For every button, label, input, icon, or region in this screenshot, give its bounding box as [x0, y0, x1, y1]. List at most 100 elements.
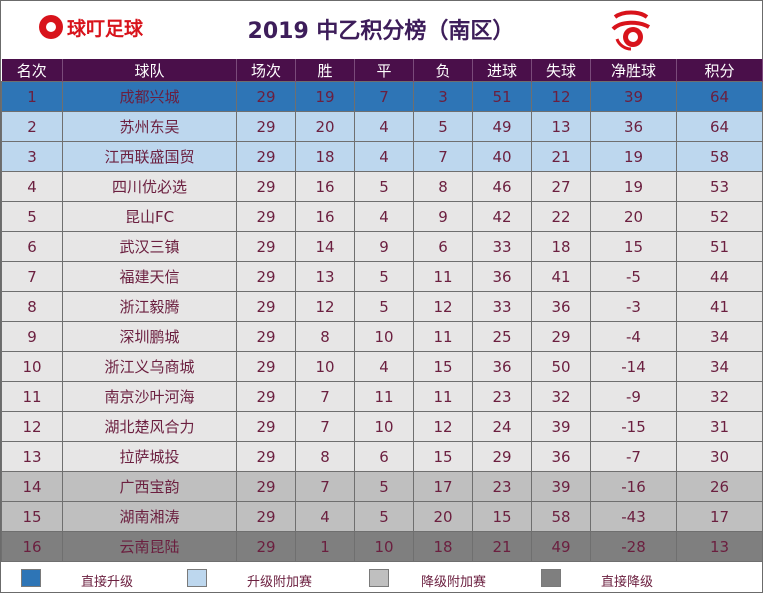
col-header-points: 积分: [676, 59, 763, 82]
league-crest-icon: [611, 10, 651, 51]
table-row: 13 拉萨城投 29 8 6 15 29 36 -7 30: [1, 441, 763, 472]
table-row: 7 福建天信 29 13 5 11 36 41 -5 44: [1, 261, 763, 292]
cell-won: 16: [295, 171, 355, 202]
cell-team: 福建天信: [62, 261, 237, 292]
table-row: 9 深圳鹏城 29 8 10 11 25 29 -4 34: [1, 321, 763, 352]
cell-goals-for: 42: [472, 201, 532, 232]
cell-drawn: 10: [354, 321, 414, 352]
cell-team: 浙江义乌商城: [62, 351, 237, 382]
table-row: 10 浙江义乌商城 29 10 4 15 36 50 -14 34: [1, 351, 763, 382]
cell-drawn: 9: [354, 231, 414, 262]
cell-won: 7: [295, 381, 355, 412]
cell-goal-diff: 39: [590, 81, 677, 112]
cell-won: 10: [295, 351, 355, 382]
cell-goal-diff: -3: [590, 291, 677, 322]
cell-played: 29: [236, 171, 296, 202]
cell-goal-diff: 15: [590, 231, 677, 262]
cell-lost: 20: [413, 501, 473, 532]
col-header-goals-for: 进球: [472, 59, 532, 82]
header: 球叮足球 2019 中乙积分榜（南区）: [1, 1, 762, 59]
cell-drawn: 10: [354, 531, 414, 562]
cell-points: 31: [676, 411, 763, 442]
cell-rank: 8: [1, 291, 63, 322]
cell-goals-against: 39: [531, 471, 591, 502]
cell-goals-against: 18: [531, 231, 591, 262]
cell-goal-diff: -14: [590, 351, 677, 382]
cell-won: 14: [295, 231, 355, 262]
cell-played: 29: [236, 201, 296, 232]
cell-goals-against: 49: [531, 531, 591, 562]
cell-lost: 6: [413, 231, 473, 262]
cell-played: 29: [236, 261, 296, 292]
cell-team: 南京沙叶河海: [62, 381, 237, 412]
cell-played: 29: [236, 501, 296, 532]
cell-played: 29: [236, 411, 296, 442]
legend-swatch: [187, 569, 207, 587]
cell-rank: 7: [1, 261, 63, 292]
cell-team: 武汉三镇: [62, 231, 237, 262]
table-row: 3 江西联盛国贸 29 18 4 7 40 21 19 58: [1, 141, 763, 172]
cell-lost: 15: [413, 441, 473, 472]
cell-rank: 1: [1, 81, 63, 112]
cell-drawn: 4: [354, 111, 414, 142]
cell-goals-for: 46: [472, 171, 532, 202]
cell-team: 云南昆陆: [62, 531, 237, 562]
cell-drawn: 5: [354, 471, 414, 502]
col-header-lost: 负: [413, 59, 473, 82]
cell-goal-diff: 20: [590, 201, 677, 232]
cell-rank: 6: [1, 231, 63, 262]
cell-team: 深圳鹏城: [62, 321, 237, 352]
legend-label: 降级附加赛: [421, 575, 487, 590]
cell-lost: 3: [413, 81, 473, 112]
cell-goals-for: 24: [472, 411, 532, 442]
table-row: 1 成都兴城 29 19 7 3 51 12 39 64: [1, 81, 763, 112]
cell-points: 30: [676, 441, 763, 472]
cell-drawn: 4: [354, 201, 414, 232]
col-header-goals-against: 失球: [531, 59, 591, 82]
cell-rank: 11: [1, 381, 63, 412]
cell-lost: 11: [413, 381, 473, 412]
table-row: 8 浙江毅腾 29 12 5 12 33 36 -3 41: [1, 291, 763, 322]
cell-points: 44: [676, 261, 763, 292]
cell-won: 8: [295, 441, 355, 472]
legend-label: 升级附加赛: [247, 575, 313, 590]
cell-rank: 5: [1, 201, 63, 232]
cell-goals-for: 21: [472, 531, 532, 562]
table-body: 1 成都兴城 29 19 7 3 51 12 39 64 2 苏州东吴 29 20 4 5 49 13 36 64 3 江…: [1, 81, 763, 562]
cell-rank: 2: [1, 111, 63, 142]
cell-team: 广西宝韵: [62, 471, 237, 502]
cell-drawn: 7: [354, 81, 414, 112]
cell-goal-diff: 19: [590, 141, 677, 172]
cell-goal-diff: -9: [590, 381, 677, 412]
col-header-drawn: 平: [354, 59, 414, 82]
cell-lost: 8: [413, 171, 473, 202]
cell-goals-against: 32: [531, 381, 591, 412]
table-row: 2 苏州东吴 29 20 4 5 49 13 36 64: [1, 111, 763, 142]
cell-goals-against: 13: [531, 111, 591, 142]
cell-goals-against: 39: [531, 411, 591, 442]
brand-logo-icon: [39, 15, 63, 39]
cell-rank: 10: [1, 351, 63, 382]
cell-rank: 15: [1, 501, 63, 532]
cell-goal-diff: -5: [590, 261, 677, 292]
cell-team: 湖北楚风合力: [62, 411, 237, 442]
cell-played: 29: [236, 321, 296, 352]
cell-drawn: 10: [354, 411, 414, 442]
cell-drawn: 5: [354, 261, 414, 292]
cell-drawn: 5: [354, 171, 414, 202]
cell-lost: 12: [413, 411, 473, 442]
cell-points: 34: [676, 321, 763, 352]
cell-goal-diff: -43: [590, 501, 677, 532]
cell-points: 17: [676, 501, 763, 532]
cell-points: 26: [676, 471, 763, 502]
cell-won: 19: [295, 81, 355, 112]
cell-rank: 14: [1, 471, 63, 502]
cell-points: 53: [676, 171, 763, 202]
table-row: 4 四川优必选 29 16 5 8 46 27 19 53: [1, 171, 763, 202]
cell-team: 江西联盛国贸: [62, 141, 237, 172]
cell-won: 7: [295, 471, 355, 502]
cell-drawn: 5: [354, 291, 414, 322]
cell-goal-diff: -15: [590, 411, 677, 442]
cell-rank: 13: [1, 441, 63, 472]
table-row: 16 云南昆陆 29 1 10 18 21 49 -28 13: [1, 531, 763, 562]
